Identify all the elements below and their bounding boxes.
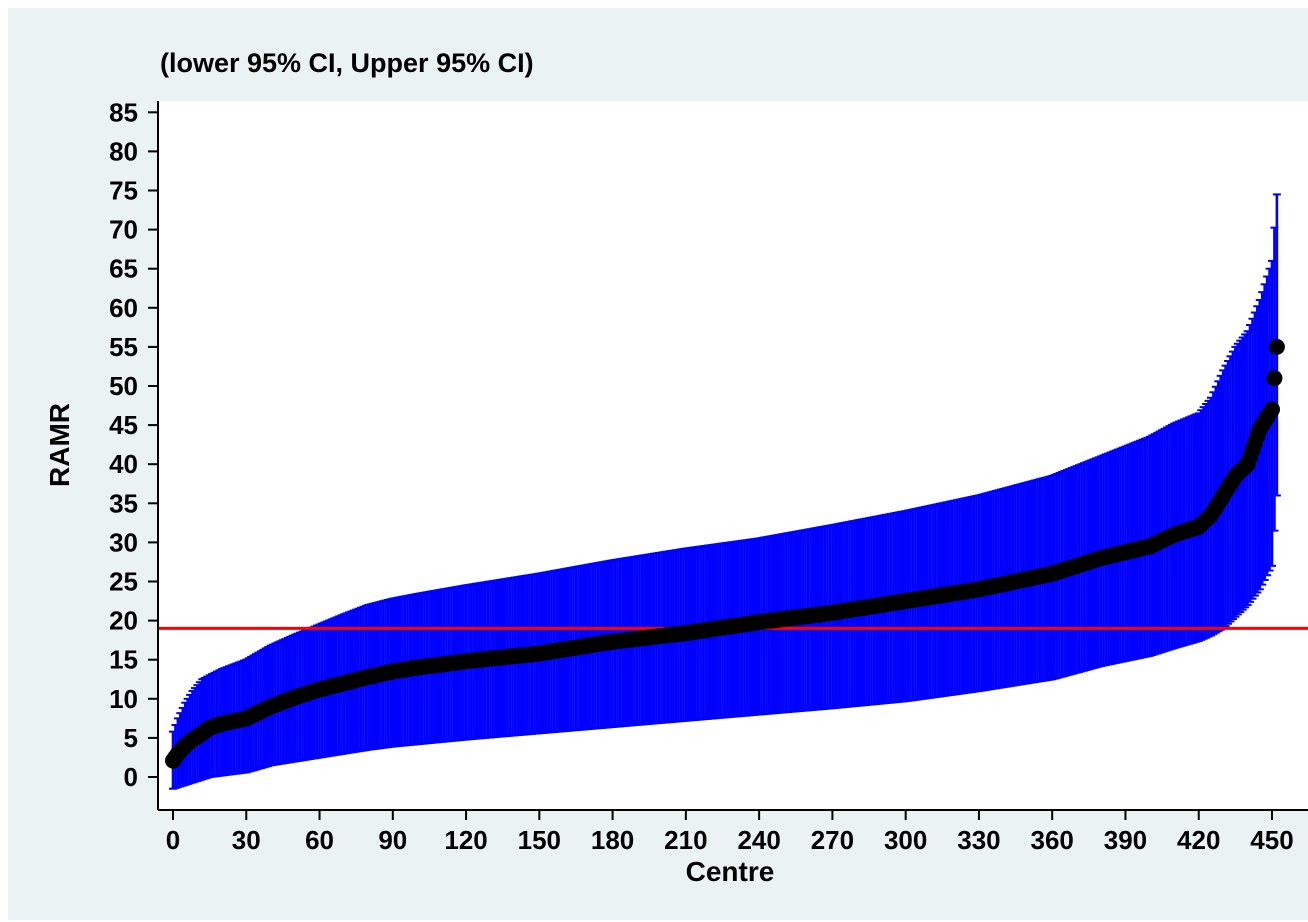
x-tick-label: 240 — [737, 825, 780, 855]
chart-title: (lower 95% CI, Upper 95% CI) — [160, 48, 534, 78]
x-tick-label: 30 — [232, 825, 261, 855]
y-tick-label: 25 — [109, 567, 138, 597]
y-tick-label: 60 — [109, 293, 138, 323]
y-axis-title: RAMR — [44, 403, 75, 487]
y-tick-label: 30 — [109, 527, 138, 557]
y-tick-label: 0 — [124, 762, 138, 792]
x-tick-label: 360 — [1031, 825, 1074, 855]
x-tick-label: 300 — [884, 825, 927, 855]
y-tick-label: 80 — [109, 136, 138, 166]
x-tick-label: 270 — [811, 825, 854, 855]
x-tick-label: 60 — [305, 825, 334, 855]
point-estimates-group — [165, 338, 1285, 769]
x-axis-title: Centre — [686, 856, 775, 887]
chart-svg: 0 5 10 15 20 25 30 35 40 45 50 55 60 65 70 75 80 85 0 30 60… — [44, 48, 1308, 887]
x-axis-ticks: 0 30 60 90 120 150 180 210 240 270 300 330 360 390 420… — [166, 810, 1294, 855]
y-tick-label: 40 — [109, 449, 138, 479]
y-tick-label: 55 — [109, 332, 138, 362]
x-tick-label: 450 — [1250, 825, 1293, 855]
x-tick-label: 180 — [591, 825, 634, 855]
y-tick-label: 35 — [109, 488, 138, 518]
x-tick-label: 90 — [378, 825, 407, 855]
y-tick-label: 5 — [124, 723, 138, 753]
y-axis-ticks: 0 5 10 15 20 25 30 35 40 45 50 55 60 65 70 75 80 85 — [109, 97, 158, 792]
x-tick-label: 390 — [1104, 825, 1147, 855]
x-tick-label: 210 — [664, 825, 707, 855]
y-tick-label: 20 — [109, 606, 138, 636]
x-tick-label: 120 — [444, 825, 487, 855]
chart-frame: 0 5 10 15 20 25 30 35 40 45 50 55 60 65 70 75 80 85 0 30 60… — [8, 8, 1308, 920]
y-tick-label: 70 — [109, 215, 138, 245]
point-estimate — [1266, 370, 1283, 387]
point-estimate — [1264, 401, 1280, 418]
x-tick-label: 330 — [957, 825, 1000, 855]
y-tick-label: 65 — [109, 254, 138, 284]
x-tick-label: 0 — [166, 825, 180, 855]
y-tick-label: 85 — [109, 97, 138, 127]
y-tick-label: 75 — [109, 176, 138, 206]
x-tick-label: 420 — [1177, 825, 1220, 855]
y-tick-label: 45 — [109, 410, 138, 440]
y-tick-label: 50 — [109, 371, 138, 401]
y-tick-label: 15 — [109, 645, 138, 675]
point-estimate — [1268, 338, 1285, 355]
y-tick-label: 10 — [109, 684, 138, 714]
x-tick-label: 150 — [518, 825, 561, 855]
